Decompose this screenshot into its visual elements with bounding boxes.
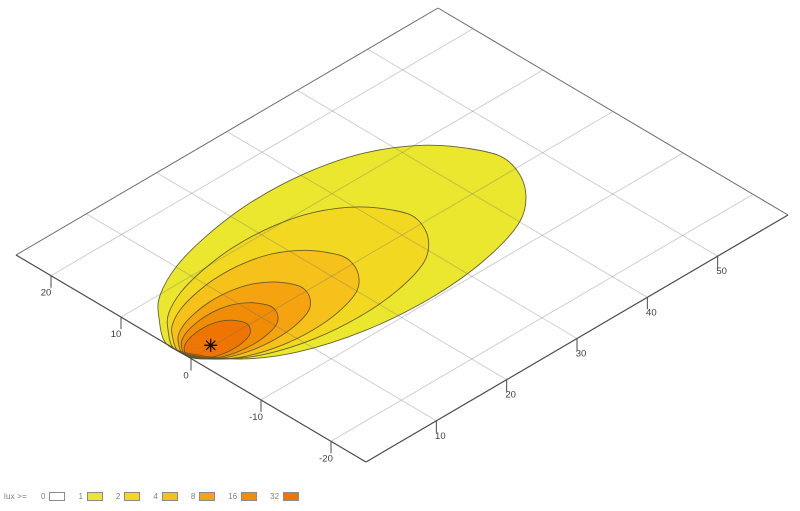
grid-line-y [260, 152, 684, 401]
edge-top-left [15, 7, 439, 256]
legend-entry-label: 1 [78, 491, 83, 501]
y-tick-label: 10 [111, 329, 122, 340]
legend-entry-label: 4 [153, 491, 158, 501]
contour-fills [157, 145, 527, 360]
legend-title: lux >= [4, 491, 27, 501]
legend-color-swatch [49, 491, 66, 501]
legend-entry-lux-0: 0 [41, 491, 66, 501]
x-tick-label: 20 [505, 390, 516, 401]
legend-entry-lux-16: 16 [228, 491, 258, 501]
legend-color-swatch [199, 491, 216, 501]
legend-color-swatch [86, 491, 103, 501]
grid-line-x [226, 131, 578, 339]
legend-entry-label: 32 [270, 491, 280, 501]
legend-entry-lux-8: 8 [190, 491, 216, 501]
legend-entry-lux-2: 2 [115, 491, 141, 501]
legend-entry-lux-32: 32 [270, 491, 300, 501]
y-tick-label: 20 [41, 288, 52, 299]
contour-outline-lux-2 [166, 206, 430, 360]
y-tick-label: 0 [183, 371, 188, 382]
contour-outline-lux-1 [157, 144, 527, 360]
contour-outline-lux-32 [183, 319, 251, 360]
grid-lines [50, 28, 754, 442]
axis-ticks-labels: 20 10 0 -10 -20 10 20 30 40 50 [41, 256, 727, 464]
grid-line-x [156, 172, 507, 381]
y-tick-label: -20 [319, 453, 333, 464]
legend-entry-label: 16 [228, 491, 238, 501]
contour-outline-lux-16 [180, 302, 279, 360]
legend-color-swatch [124, 491, 141, 501]
x-tick-label: 30 [576, 349, 587, 360]
light-source-asterisk-marker [204, 338, 218, 352]
legend-entry-label: 0 [41, 491, 46, 501]
grid-line-x [297, 89, 648, 298]
legend-color-swatch [283, 491, 300, 501]
grid-line-y [50, 28, 474, 277]
grid-line-y [120, 69, 544, 318]
grid-line-y [330, 193, 754, 442]
edge-top-right [437, 7, 789, 216]
contour-outline-lux-8 [177, 281, 311, 360]
x-tick-label: 50 [716, 266, 727, 277]
contour-outlines [157, 144, 527, 360]
grid-line-x [367, 48, 718, 257]
legend-entries: 0 1 2 4 8 16 32 [41, 491, 312, 501]
legend-color-swatch [241, 491, 258, 501]
grid-line-y [190, 111, 614, 359]
x-tick-label: 40 [646, 307, 657, 318]
legend-color-swatch [161, 491, 178, 501]
grid-line-x [86, 213, 437, 422]
y-tick-label: -10 [249, 412, 263, 423]
x-tick-label: 10 [435, 431, 446, 442]
legend-entry-label: 2 [115, 491, 121, 501]
legend-entry-label: 8 [190, 491, 196, 501]
contour-outline-lux-4 [171, 249, 360, 360]
asterisk-center-dot [209, 344, 212, 347]
legend-entry-lux-1: 1 [78, 491, 103, 501]
legend-entry-lux-4: 4 [153, 491, 178, 501]
lux-legend: lux >= 0 1 2 4 8 16 32 [4, 487, 312, 505]
